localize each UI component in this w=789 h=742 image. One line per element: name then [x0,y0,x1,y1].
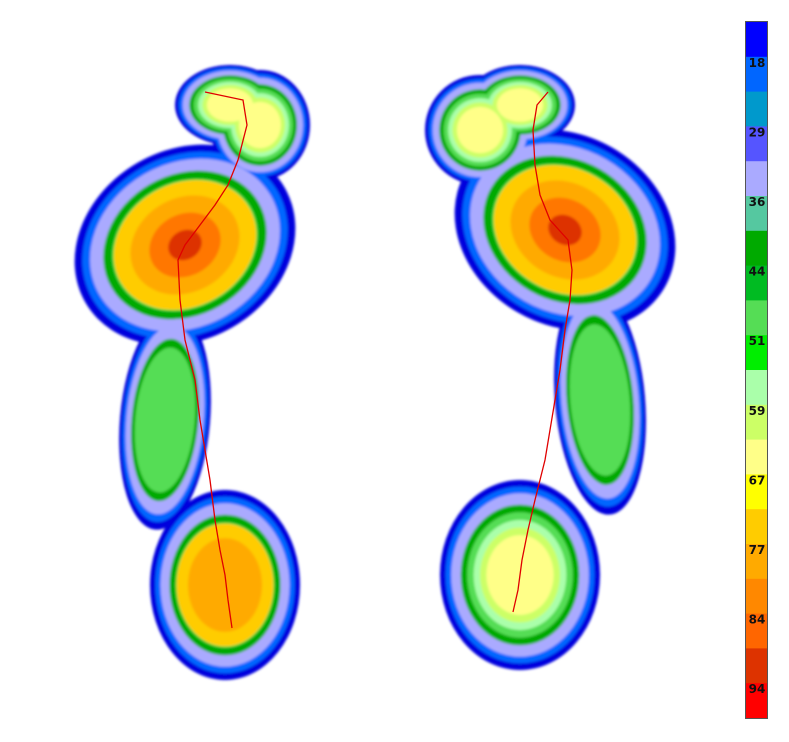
colorbar-band [746,578,767,615]
colorbar-band [746,648,767,684]
colorbar-band [746,22,767,58]
colorbar-band [746,509,767,545]
colorbar-label: 29 [749,125,766,139]
colorbar-label: 44 [749,265,766,279]
pressure-zone [206,88,254,122]
colorbar-band [746,161,767,197]
colorbar-label: 51 [749,334,766,348]
colorbar-band [746,404,767,441]
pressure-zone [496,88,544,122]
cop-path-left [177,91,248,629]
pressure-zone [548,214,582,246]
pressure-zone [187,538,263,632]
colorbar-band [746,91,767,127]
colorbar-band [746,474,767,510]
colorbar-band [746,300,767,336]
colorbar-band [746,683,767,719]
colorbar-band [746,265,767,301]
colorbar-band [746,439,767,475]
colorbar-frame [745,21,768,719]
colorbar-band [746,544,767,580]
colorbar-band [746,335,767,371]
footprint-layers [74,65,676,680]
colorbar-band [746,196,767,232]
colorbar-band [746,126,767,162]
colorbar-label: 67 [749,473,766,487]
pressure-zone [456,106,504,154]
pressure-zone [134,347,196,493]
colorbar-label: 94 [749,682,766,696]
colorbar-band [746,230,767,267]
colorbar-label: 77 [749,543,766,557]
colorbar-label: 84 [749,613,766,627]
colorbar-label: 18 [749,56,766,70]
pressure-zone [569,324,631,476]
colorbar: 18 29 36 44 51 59 67 77 84 94 [745,21,768,719]
colorbar-band [746,56,767,93]
colorbar-label: 59 [749,404,766,418]
colorbar-band [746,613,767,649]
colorbar-band [746,370,767,406]
center-of-pressure-paths [177,91,573,629]
cop-path-right [512,91,573,613]
footprints [74,65,676,680]
colorbar-label: 36 [749,195,766,209]
